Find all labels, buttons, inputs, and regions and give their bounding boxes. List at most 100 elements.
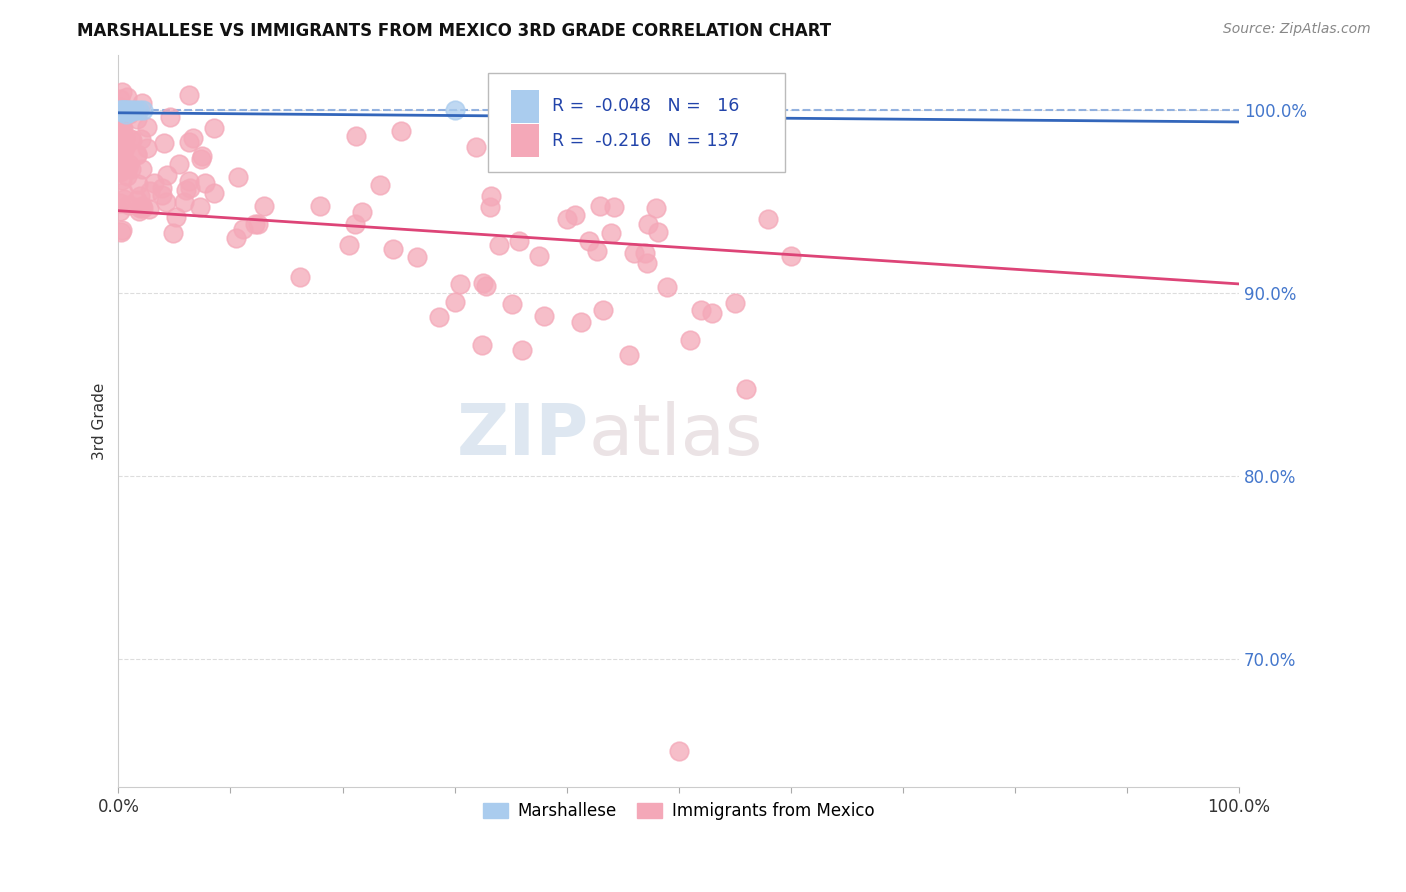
Point — [112, 148, 135, 162]
Point — [194, 176, 217, 190]
Point — [136, 120, 159, 134]
Point — [111, 148, 134, 162]
Point — [112, 161, 135, 176]
Point — [152, 181, 174, 195]
Point — [136, 141, 159, 155]
Point — [472, 276, 495, 290]
FancyBboxPatch shape — [510, 90, 538, 123]
Point — [191, 148, 214, 162]
Point — [779, 249, 801, 263]
Point — [586, 244, 609, 258]
Point — [444, 295, 467, 310]
Point — [128, 203, 150, 218]
Point — [115, 89, 138, 103]
Point — [131, 201, 153, 215]
Point — [111, 121, 134, 136]
Point — [108, 122, 131, 136]
Point — [127, 148, 149, 162]
Text: R =  -0.048   N =   16: R = -0.048 N = 16 — [553, 97, 740, 115]
Point — [202, 121, 225, 136]
Point — [370, 178, 392, 192]
Point — [108, 153, 131, 168]
Point — [132, 103, 155, 117]
Point — [108, 204, 131, 219]
FancyBboxPatch shape — [488, 73, 785, 172]
Point — [110, 225, 132, 239]
Point — [118, 107, 141, 121]
Point — [165, 210, 187, 224]
Point — [142, 176, 165, 190]
Point — [623, 246, 645, 260]
Point — [114, 161, 136, 175]
Point — [603, 200, 626, 214]
Point — [488, 238, 510, 252]
Point — [112, 192, 135, 206]
Point — [723, 103, 745, 117]
Point — [479, 189, 502, 203]
Point — [225, 230, 247, 244]
Point — [131, 199, 153, 213]
Point — [592, 303, 614, 318]
Point — [600, 226, 623, 240]
Point — [162, 226, 184, 240]
Point — [589, 199, 612, 213]
Point — [108, 196, 131, 211]
Point — [121, 103, 143, 117]
Point — [465, 139, 488, 153]
Point — [382, 242, 405, 256]
Point — [129, 188, 152, 202]
Point — [346, 128, 368, 143]
Point — [156, 168, 179, 182]
Point — [120, 161, 142, 176]
Point — [111, 159, 134, 173]
Point — [636, 256, 658, 270]
Point — [173, 194, 195, 209]
Point — [734, 382, 756, 396]
Point — [508, 235, 530, 249]
Point — [226, 169, 249, 184]
Point — [112, 103, 135, 117]
Point — [350, 205, 373, 219]
Point — [389, 124, 412, 138]
Point — [232, 221, 254, 235]
Point — [127, 112, 149, 126]
Point — [179, 180, 201, 194]
Point — [114, 103, 136, 117]
Point — [479, 200, 502, 214]
Text: ZIP: ZIP — [457, 401, 589, 470]
Point — [179, 135, 201, 149]
Point — [569, 315, 592, 329]
Point — [637, 217, 659, 231]
Text: Source: ZipAtlas.com: Source: ZipAtlas.com — [1223, 22, 1371, 37]
Point — [108, 147, 131, 161]
Point — [131, 162, 153, 177]
Point — [174, 183, 197, 197]
Point — [111, 223, 134, 237]
Point — [127, 147, 149, 161]
Point — [108, 103, 131, 117]
Point — [177, 174, 200, 188]
Text: atlas: atlas — [589, 401, 763, 470]
Point — [668, 743, 690, 757]
Point — [634, 245, 657, 260]
Point — [111, 103, 134, 117]
Point — [617, 348, 640, 362]
Point — [118, 157, 141, 171]
Point — [723, 295, 745, 310]
Point — [309, 198, 332, 212]
Point — [115, 106, 138, 120]
Point — [657, 280, 679, 294]
Point — [118, 104, 141, 119]
Point — [246, 217, 269, 231]
Point — [443, 103, 465, 117]
Point — [127, 193, 149, 207]
Point — [108, 147, 131, 161]
Point — [110, 85, 132, 99]
Point — [127, 177, 149, 191]
Point — [108, 165, 131, 179]
Point — [121, 133, 143, 147]
Point — [450, 277, 472, 292]
Point — [153, 136, 176, 150]
Point — [117, 103, 139, 117]
Point — [427, 310, 450, 324]
